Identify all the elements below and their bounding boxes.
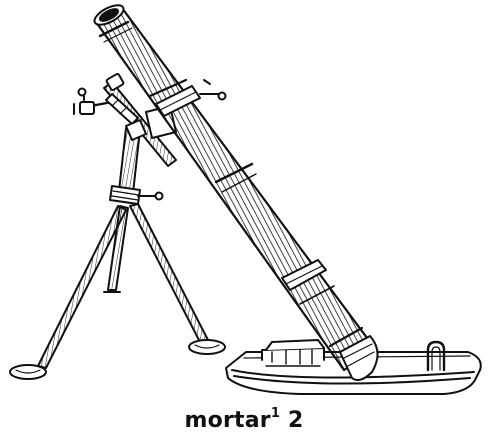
sight-mechanism bbox=[73, 73, 177, 167]
figure-caption: mortar1 2 bbox=[0, 406, 488, 436]
caption-word: mortar bbox=[184, 408, 271, 433]
caption-superscript: 1 bbox=[270, 405, 281, 421]
bipod-legs bbox=[9, 203, 226, 380]
elevating-column bbox=[109, 127, 164, 205]
mortar-illustration bbox=[9, 4, 482, 395]
caption-sense-number: 2 bbox=[287, 408, 304, 433]
mortar-barrel bbox=[93, 4, 379, 381]
